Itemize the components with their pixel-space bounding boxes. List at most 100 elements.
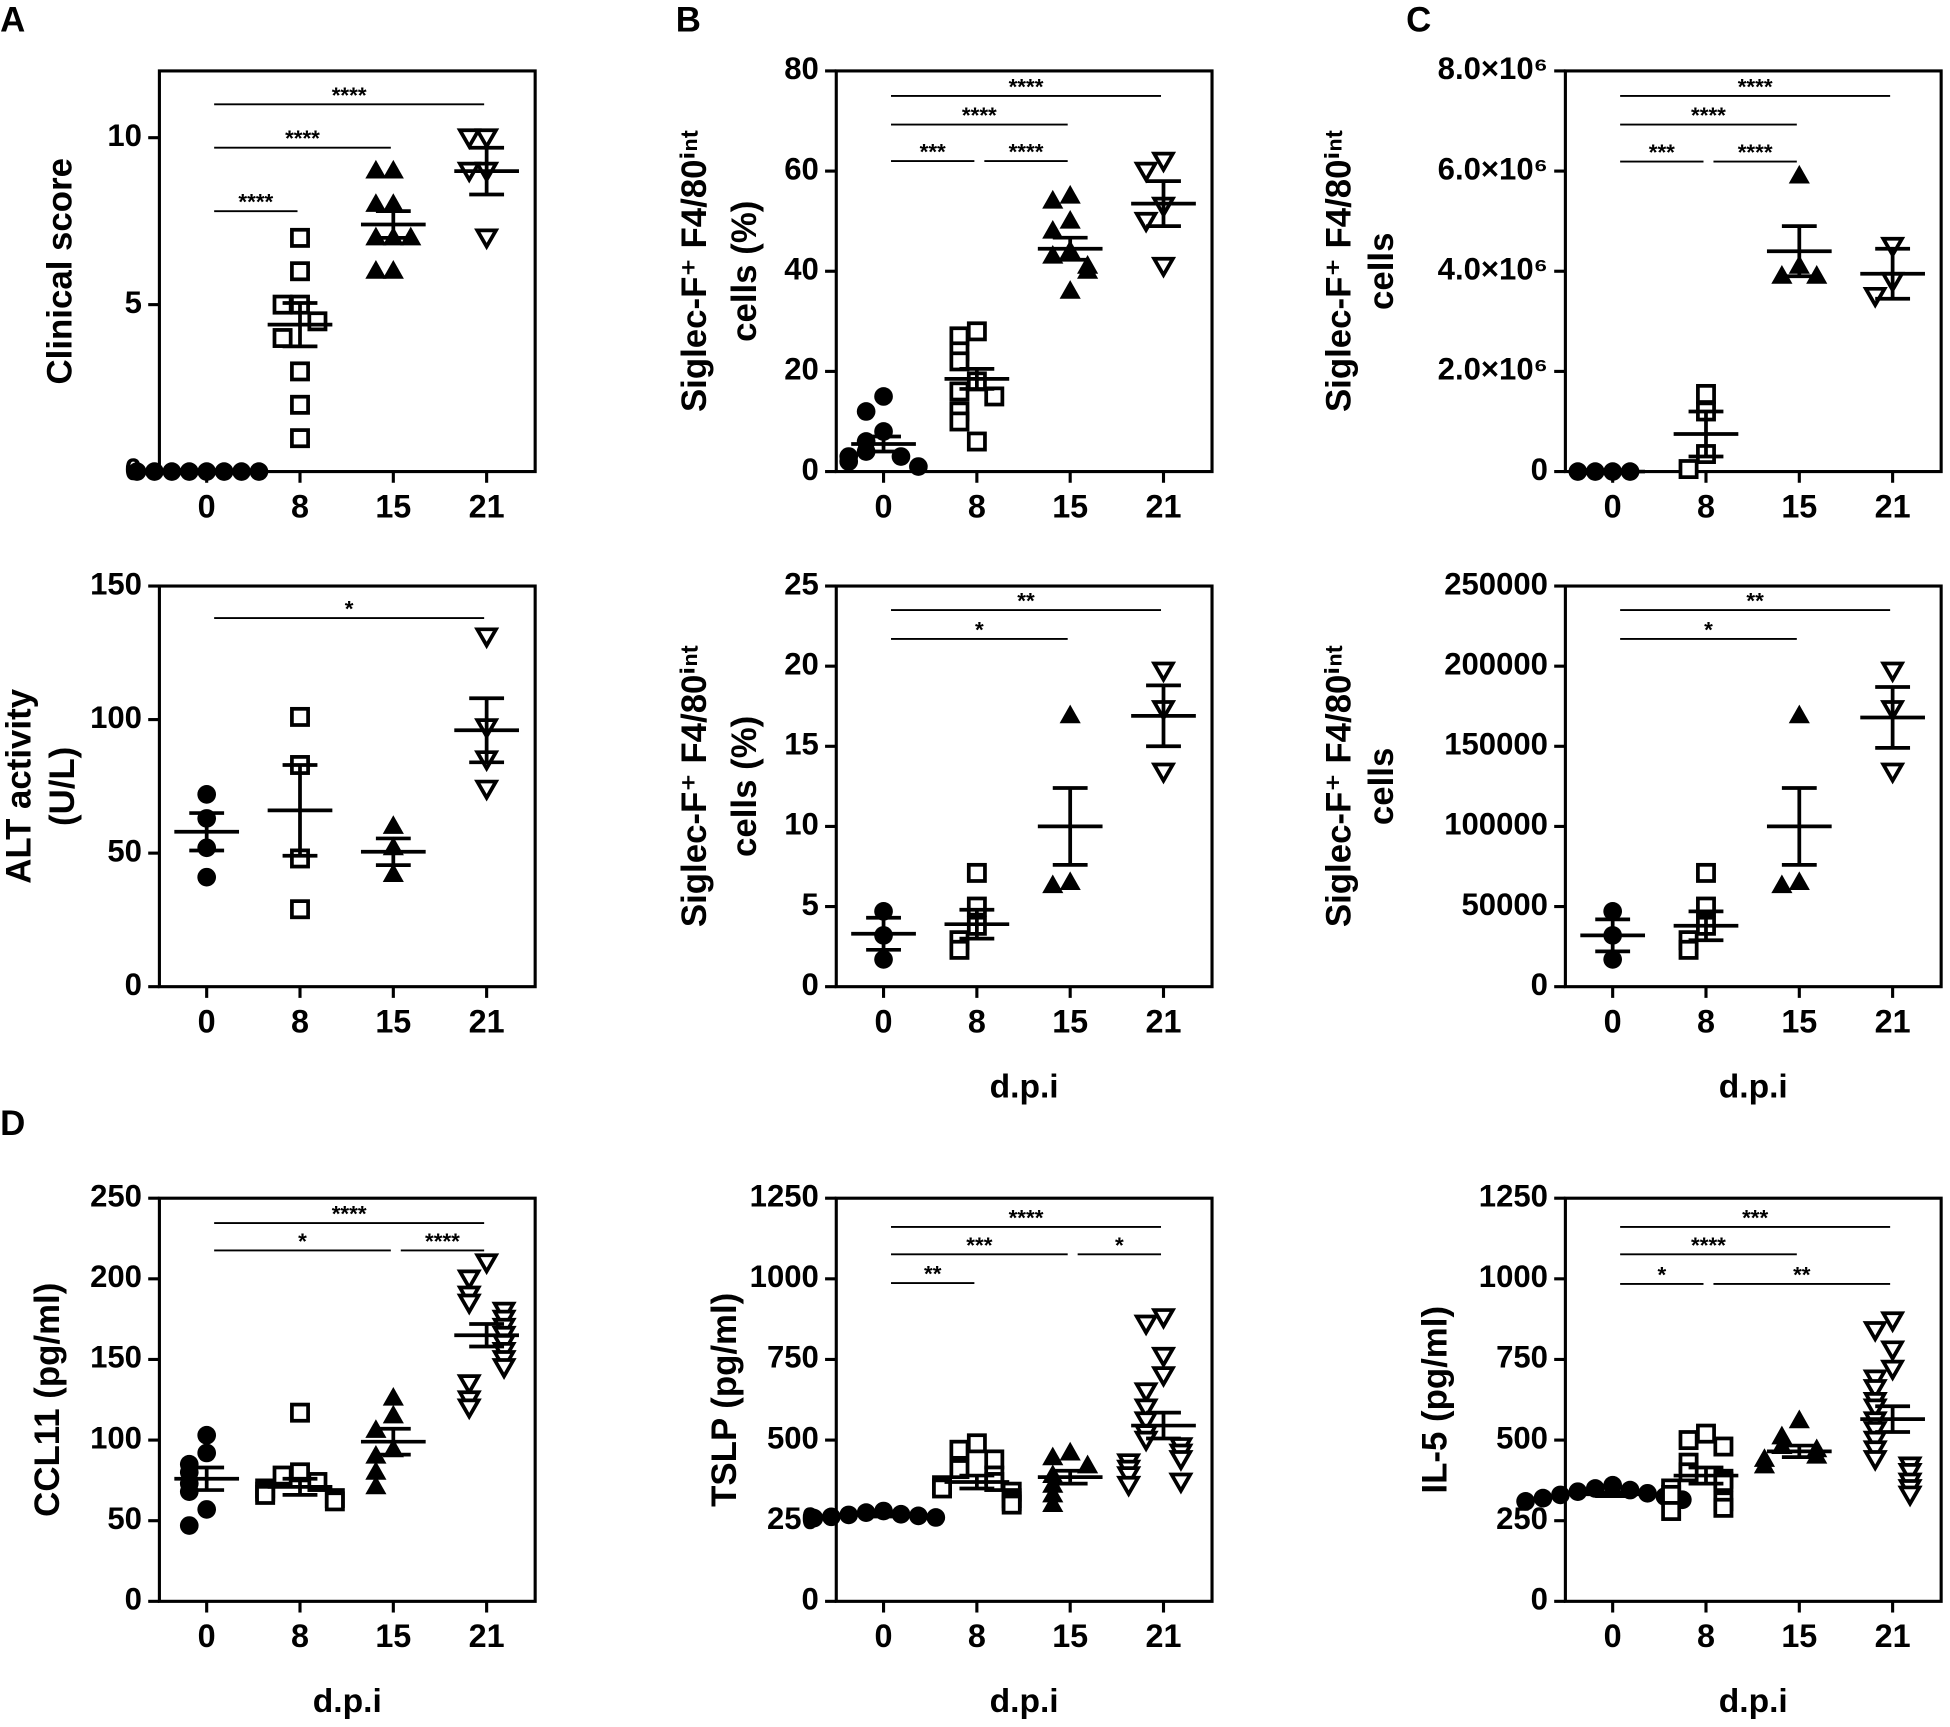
x-tick-label: 15 — [375, 1004, 411, 1040]
data-point — [382, 193, 404, 212]
data-point — [232, 462, 251, 481]
plot-frame — [834, 1196, 1214, 1603]
panel: C Siglec-F⁺ F4/80ⁱⁿᵗ cells 0 2.0×10⁶ 4.0×10⁶ 6… — [1320, 1, 1943, 524]
y-tick-label: 0 — [802, 1582, 819, 1617]
data-point — [365, 193, 387, 212]
data-point — [1862, 1321, 1888, 1343]
data-point — [456, 1374, 482, 1397]
data-point — [382, 1386, 404, 1406]
data-point — [1753, 1454, 1776, 1474]
data-point — [1771, 1425, 1793, 1445]
significance-label: * — [345, 597, 354, 622]
data-point — [1042, 219, 1064, 239]
data-point — [821, 1507, 841, 1527]
x-tick-label: 21 — [1146, 488, 1182, 524]
data-point — [1880, 1340, 1906, 1363]
y-tick-label: 0 — [802, 967, 819, 1002]
y-axis-label: Siglec-F⁺ F4/80ⁱⁿᵗ — [675, 130, 714, 412]
x-tick-label: 21 — [469, 1618, 505, 1654]
data-point — [255, 1484, 276, 1505]
data-point — [1133, 1382, 1159, 1405]
y-tick-label: 0 — [1531, 967, 1548, 1002]
x-tick-label: 21 — [1146, 1004, 1182, 1040]
error-bar — [375, 1426, 411, 1457]
data-point — [1059, 1441, 1081, 1461]
plot-frame — [834, 69, 1214, 474]
y-tick-label: 250000 — [1444, 566, 1548, 601]
data-point — [290, 394, 310, 415]
plot-frame — [834, 584, 1214, 989]
significance-label: *** — [1649, 140, 1675, 165]
data-point — [127, 462, 147, 481]
data-point — [1042, 874, 1064, 894]
y-tick-label: 750 — [1496, 1340, 1548, 1375]
data-point — [1880, 762, 1906, 785]
error-bar — [959, 367, 995, 391]
y-axis-label: Siglec-F⁺ F4/80ⁱⁿᵗ — [1320, 130, 1359, 412]
data-point — [145, 462, 164, 481]
data-point — [949, 411, 970, 432]
data-point — [491, 1358, 517, 1380]
y-tick-label: 50 — [107, 833, 142, 868]
error-bar — [469, 1322, 505, 1349]
significance-label: **** — [425, 1229, 460, 1254]
error-bar — [1875, 246, 1911, 301]
y-tick-label: 10 — [784, 807, 819, 842]
x-tick-label: 8 — [968, 488, 986, 524]
y-tick-label: 2.0×10⁶ — [1438, 352, 1548, 387]
y-axis-label: Siglec-F⁺ F4/80ⁱⁿᵗ — [675, 645, 714, 927]
data-point — [474, 627, 500, 650]
data-point — [1713, 1497, 1734, 1518]
data-point — [1788, 1409, 1810, 1429]
panel: B Siglec-F⁺ F4/80ⁱⁿᵗ cells (%) 0 20 40 60 80 0 8 1… — [675, 1, 1214, 524]
x-tick-label: 8 — [291, 488, 309, 524]
x-tick-label: 0 — [1604, 1004, 1622, 1040]
x-axis-label: d.p.i — [990, 1683, 1059, 1720]
data-point — [1568, 1482, 1588, 1502]
plot-frame — [1563, 1196, 1943, 1603]
data-point — [1880, 1359, 1906, 1382]
data-point — [1150, 1366, 1177, 1389]
y-tick-label: 0 — [125, 967, 142, 1002]
data-point — [1880, 1311, 1906, 1334]
data-point — [1771, 874, 1793, 894]
significance-label: **** — [962, 103, 997, 128]
error-bar — [1781, 1443, 1817, 1460]
data-point — [1077, 1454, 1099, 1474]
error-bar — [282, 1476, 318, 1497]
data-point — [1077, 260, 1099, 279]
panel: Siglec-F⁺ F4/80ⁱⁿᵗ cells (%) 0 5 10 15 20 25 0 8 1… — [675, 566, 1214, 1106]
data-point — [1678, 459, 1699, 480]
data-point — [1661, 1484, 1682, 1505]
data-point — [1638, 1483, 1657, 1503]
x-tick-label: 0 — [198, 1618, 216, 1654]
data-point — [909, 457, 928, 476]
error-bar — [866, 915, 901, 952]
y-tick-label: 80 — [784, 51, 819, 86]
plot-frame — [1563, 584, 1943, 989]
data-point — [365, 1461, 387, 1480]
x-tick-label: 15 — [1781, 488, 1817, 524]
significance-label: *** — [920, 140, 946, 165]
x-tick-label: 0 — [1604, 488, 1622, 524]
y-tick-label: 100 — [90, 700, 142, 735]
significance-label: **** — [1009, 140, 1044, 165]
y-tick-label: 0 — [802, 452, 819, 487]
data-point — [1133, 1314, 1159, 1337]
y-tick-label: 150000 — [1444, 727, 1548, 762]
panel-label: C — [1406, 1, 1431, 40]
y-tick-label: 60 — [784, 151, 819, 186]
y-tick-label: 0 — [1531, 452, 1548, 487]
data-point — [1551, 1485, 1570, 1505]
data-point — [1133, 211, 1159, 234]
y-tick-label: 150 — [90, 566, 142, 601]
y-tick-label: 6.0×10⁶ — [1438, 151, 1548, 186]
data-point — [382, 260, 404, 279]
significance-label: * — [975, 617, 984, 642]
data-point — [1678, 939, 1699, 960]
y-tick-label: 5 — [802, 887, 819, 922]
x-tick-label: 21 — [1875, 1004, 1911, 1040]
error-bar — [189, 811, 225, 853]
significance-label: **** — [1009, 1205, 1044, 1230]
data-point — [179, 1516, 199, 1535]
